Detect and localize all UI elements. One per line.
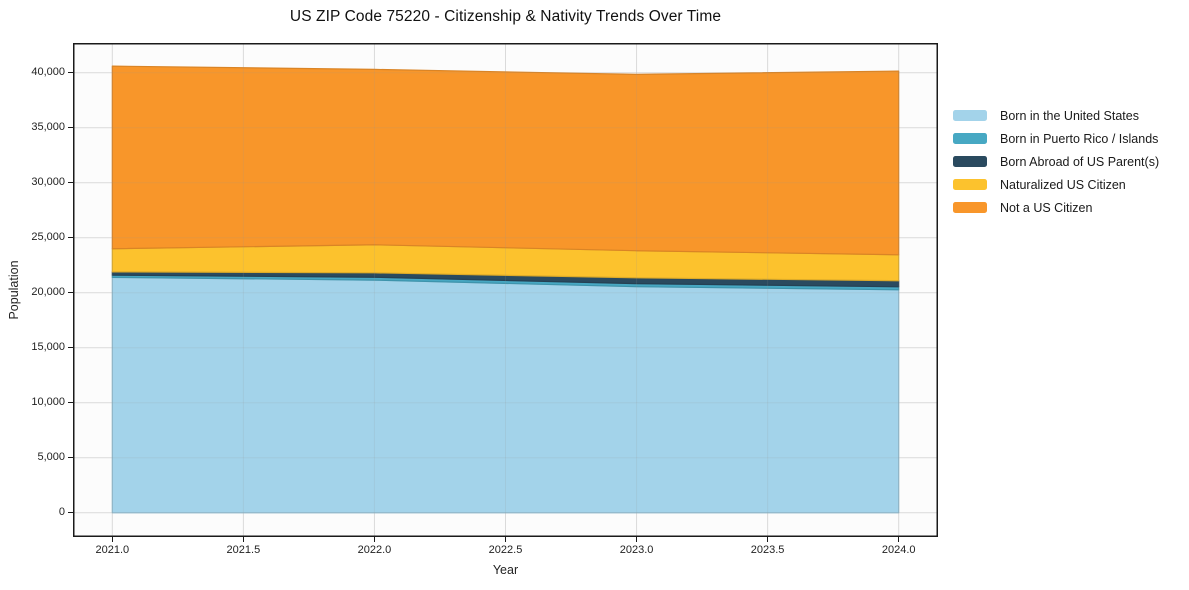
legend-item-label: Born Abroad of US Parent(s)	[1000, 154, 1160, 169]
x-tick-label: 2022.0	[357, 544, 392, 556]
plot-area	[73, 43, 938, 537]
y-tickmark	[68, 127, 73, 129]
legend-item: Not a US Citizen	[953, 200, 1159, 215]
x-tick-label: 2023.0	[619, 544, 654, 556]
legend-item: Born in the United States	[953, 108, 1159, 123]
y-tickmark	[68, 72, 73, 74]
legend-swatch-icon	[953, 156, 987, 167]
y-tick-label: 10,000	[31, 396, 65, 409]
y-tick-label: 15,000	[31, 341, 65, 354]
y-tickmark	[68, 512, 73, 514]
x-tickmark	[505, 537, 506, 542]
stacked-area-chart	[73, 43, 938, 537]
x-tickmark	[636, 537, 638, 542]
axes-spines	[73, 43, 938, 537]
legend-swatch-icon	[953, 202, 987, 213]
y-tickmark	[68, 292, 73, 294]
legend-item-label: Born in the United States	[1000, 108, 1139, 123]
x-tickmark	[767, 537, 769, 542]
y-tickmark	[68, 457, 73, 459]
x-tick-label: 2021.5	[226, 544, 261, 556]
y-tickmark	[68, 237, 73, 239]
x-tickmark	[242, 537, 244, 542]
y-tickmark	[68, 347, 73, 349]
y-tick-label: 35,000	[31, 121, 65, 134]
x-axis-label: Year	[492, 563, 519, 577]
x-tick-label: 2021.0	[95, 544, 130, 556]
legend-item-label: Naturalized US Citizen	[1000, 177, 1126, 192]
area-series-4	[111, 65, 900, 256]
legend-item: Born Abroad of US Parent(s)	[953, 154, 1160, 169]
legend-swatch-icon	[953, 110, 987, 121]
x-tickmark	[111, 537, 113, 542]
y-tickmark	[68, 402, 73, 404]
legend-item-label: Born in Puerto Rico / Islands	[1000, 131, 1159, 146]
y-tickmark	[68, 182, 73, 184]
legend-swatch-icon	[953, 179, 987, 190]
y-tick-label: 40,000	[31, 66, 65, 79]
x-tickmark	[373, 537, 375, 542]
legend: Born in the United States Born in Puerto …	[953, 108, 1160, 225]
legend-item: Born in Puerto Rico / Islands	[953, 131, 1159, 146]
y-tick-label: 20,000	[31, 286, 65, 299]
y-tick-label: 5,000	[37, 451, 65, 464]
chart-title: US ZIP Code 75220 - Citizenship & Nativi…	[289, 8, 722, 25]
x-tick-label: 2024.0	[881, 544, 916, 556]
y-tick-label: 30,000	[31, 176, 65, 189]
x-tick-label: 2022.5	[488, 544, 523, 556]
y-tick-label: 0	[58, 506, 65, 519]
y-tick-label: 25,000	[31, 231, 65, 244]
x-tick-label: 2023.5	[750, 544, 785, 556]
legend-item-label: Not a US Citizen	[1000, 200, 1093, 215]
x-tickmark	[898, 537, 900, 542]
legend-swatch-icon	[953, 133, 987, 144]
legend-item: Naturalized US Citizen	[953, 177, 1159, 192]
